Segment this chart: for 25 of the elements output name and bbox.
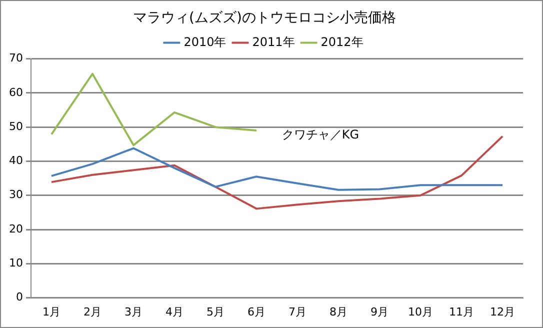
x-tick-label: 2月: [83, 305, 102, 318]
x-tick-label: 10月: [408, 305, 433, 318]
y-tick-label: 50: [8, 120, 23, 133]
x-tick-label: 6月: [248, 305, 266, 318]
chart-title: マラウィ(ムズズ)のトウモロコシ小売価格: [133, 10, 396, 26]
x-tick-label: 8月: [330, 305, 348, 318]
legend-label: 2012年: [320, 34, 364, 49]
x-tick-label: 4月: [166, 305, 184, 318]
x-tick-label: 9月: [370, 305, 388, 318]
x-tick-label: 5月: [206, 305, 224, 318]
y-tick-label: 30: [8, 188, 23, 202]
legend-label: 2011年: [252, 34, 295, 49]
y-tick-label: 70: [8, 52, 23, 65]
x-tick-label: 12月: [490, 305, 515, 318]
x-tick-label: 7月: [288, 305, 306, 318]
y-tick-label: 0: [16, 290, 23, 304]
y-tick-label: 60: [8, 86, 23, 99]
x-tick-label: 1月: [42, 305, 60, 318]
x-tick-label: 3月: [124, 305, 142, 318]
y-tick-label: 40: [8, 154, 23, 168]
annotation: クワチャ／KG: [282, 127, 360, 142]
x-tick-label: 11月: [449, 305, 474, 318]
y-tick-label: 10: [8, 256, 23, 270]
y-tick-label: 20: [8, 222, 23, 236]
legend-label: 2010年: [184, 34, 226, 49]
